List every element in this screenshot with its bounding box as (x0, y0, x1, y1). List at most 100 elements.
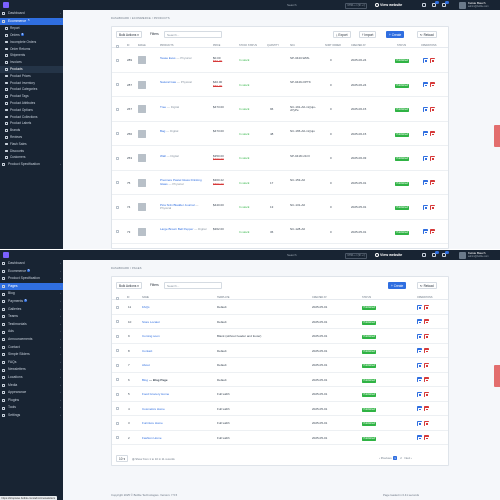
sidebar-item-reviews[interactable]: Reviews (0, 134, 63, 141)
product-name-link[interactable]: Natural Gas (160, 80, 177, 85)
view-website-link[interactable]: View website (375, 252, 402, 258)
edit-icon[interactable] (417, 362, 422, 368)
delete-icon[interactable] (430, 57, 435, 63)
search-input[interactable]: Search... (164, 31, 222, 38)
sidebar-item-invoices[interactable]: Invoices (0, 59, 63, 66)
product-name-link[interactable]: Premiere Pastel Glass Drinking Glass (160, 178, 202, 186)
delete-icon[interactable] (424, 435, 429, 441)
row-checkbox[interactable] (116, 58, 119, 62)
edit-icon[interactable] (417, 420, 422, 426)
sidebar-item-brands[interactable]: Brands (0, 127, 63, 134)
sidebar-item-products[interactable]: Products (0, 65, 63, 73)
view-website-link[interactable]: View website (375, 2, 402, 8)
delete-icon[interactable] (424, 319, 429, 325)
page-2-button[interactable]: 2 (400, 455, 402, 460)
row-checkbox[interactable] (116, 392, 119, 396)
edit-icon[interactable] (423, 180, 428, 186)
delete-icon[interactable] (430, 155, 435, 161)
side-feedback-tab[interactable] (494, 125, 500, 147)
sidebar-item-tools[interactable]: Tools › (0, 404, 63, 412)
page-name-link[interactable]: Furniture Home (142, 421, 163, 426)
side-feedback-tab[interactable] (494, 365, 500, 387)
delete-icon[interactable] (430, 82, 435, 88)
sidebar-item-ecommerce[interactable]: Ecommerce 5 › (0, 17, 63, 26)
sidebar-item-locations[interactable]: Locations › (0, 374, 63, 382)
page-name-link[interactable]: Blog (142, 377, 149, 382)
sidebar-item-contact[interactable]: Contact › (0, 344, 63, 352)
product-name-link[interactable]: Tree (160, 104, 167, 109)
app-logo-icon[interactable] (3, 2, 9, 8)
page-name-link[interactable]: FAQs (142, 305, 150, 310)
page-name-link[interactable]: About (142, 363, 150, 368)
product-name-link[interactable]: Large Brown Bell Pepper (160, 227, 194, 232)
delete-icon[interactable] (424, 420, 429, 426)
sidebar-item-shipments[interactable]: Shipments (0, 52, 63, 59)
edit-icon[interactable] (423, 131, 428, 137)
next-page-link[interactable]: Next › (404, 455, 412, 460)
row-checkbox[interactable] (116, 156, 119, 160)
reload-button[interactable]: ↻ Reload (417, 282, 437, 289)
col-sort-order[interactable]: SORT ORDER (325, 43, 341, 47)
sidebar-item-settings[interactable]: Settings › (0, 412, 63, 420)
edit-icon[interactable] (423, 229, 428, 235)
page-name-link[interactable]: Store Locator (142, 319, 161, 324)
row-checkbox[interactable] (116, 230, 119, 234)
per-page-select[interactable]: 10 ▾ (116, 455, 129, 462)
breadcrumb[interactable]: DASHBOARD / ECOMMERCE / PRODUCTS (111, 17, 170, 20)
create-button[interactable]: + Create (386, 31, 405, 38)
sidebar-item-product-labels[interactable]: Product Labels (0, 120, 63, 127)
bell-icon[interactable] (432, 252, 436, 257)
edit-icon[interactable] (417, 435, 422, 441)
col-id[interactable]: ID (127, 295, 130, 299)
sidebar-item-flash-sales[interactable]: Flash Sales (0, 141, 63, 148)
product-name-link[interactable]: Pica Si4n Bladder Journal (160, 202, 195, 207)
edit-icon[interactable] (423, 106, 428, 112)
edit-icon[interactable] (417, 391, 422, 397)
sidebar-item-media[interactable]: Media › (0, 382, 63, 390)
edit-icon[interactable] (423, 155, 428, 161)
edit-icon[interactable] (423, 204, 428, 210)
sidebar-item-ecommerce[interactable]: Ecommerce 5 › (0, 268, 63, 276)
sidebar-item-discounts[interactable]: Discounts (0, 148, 63, 155)
sidebar-item-newsletters[interactable]: Newsletters › (0, 366, 63, 374)
sidebar-item-appearance[interactable]: Appearance › (0, 389, 63, 397)
reload-button[interactable]: ↻ Reload (417, 31, 437, 38)
sidebar-item-product-collections[interactable]: Product Collections (0, 114, 63, 121)
sidebar-item-report[interactable]: Report (0, 25, 63, 32)
row-checkbox[interactable] (116, 407, 119, 411)
col-quantity[interactable]: QUANTITY (267, 43, 280, 47)
delete-icon[interactable] (424, 348, 429, 354)
filters-button[interactable]: Filters (148, 31, 161, 38)
search-input[interactable]: Search... (164, 282, 222, 289)
delete-icon[interactable] (424, 391, 429, 397)
sidebar-item-announcements[interactable]: Announcements › (0, 336, 63, 344)
global-search-input[interactable]: Search CTRL + / (⌘ + /) (287, 252, 367, 259)
sidebar-item-dashboard[interactable]: Dashboard › (0, 10, 63, 18)
page-name-link[interactable]: Coming soon (142, 334, 160, 339)
col-name[interactable]: NAME (142, 295, 149, 299)
sidebar-item-ads[interactable]: Ads › (0, 328, 63, 336)
bulk-actions-button[interactable]: Bulk Actions ▾ (116, 31, 142, 38)
export-button[interactable]: ⤓ Export (333, 31, 351, 38)
product-name-link[interactable]: Wall (160, 153, 166, 158)
row-checkbox[interactable] (116, 107, 119, 111)
row-checkbox[interactable] (116, 320, 119, 324)
delete-icon[interactable] (424, 377, 429, 383)
col-status[interactable]: STATUS (362, 295, 372, 299)
col-sku[interactable]: SKU (290, 43, 295, 47)
edit-icon[interactable] (423, 82, 428, 88)
theme-toggle-icon[interactable] (422, 252, 426, 257)
row-checkbox[interactable] (116, 132, 119, 136)
create-button[interactable]: + Create (388, 282, 407, 289)
sidebar-item-testimonials[interactable]: Testimonials › (0, 321, 63, 329)
cart-icon[interactable] (442, 252, 446, 257)
col-status[interactable]: STATUS (397, 43, 407, 47)
sidebar-item-blog[interactable]: Blog › (0, 290, 63, 298)
row-checkbox[interactable] (116, 334, 119, 338)
sidebar-item-order-returns[interactable]: Order Returns (0, 46, 63, 53)
sidebar-item-pages[interactable]: Pages › (0, 282, 63, 291)
sidebar-item-faqs[interactable]: FAQs › (0, 359, 63, 367)
delete-icon[interactable] (424, 362, 429, 368)
row-checkbox[interactable] (116, 205, 119, 209)
sidebar-item-product-specification[interactable]: Product Specification › (0, 275, 63, 283)
